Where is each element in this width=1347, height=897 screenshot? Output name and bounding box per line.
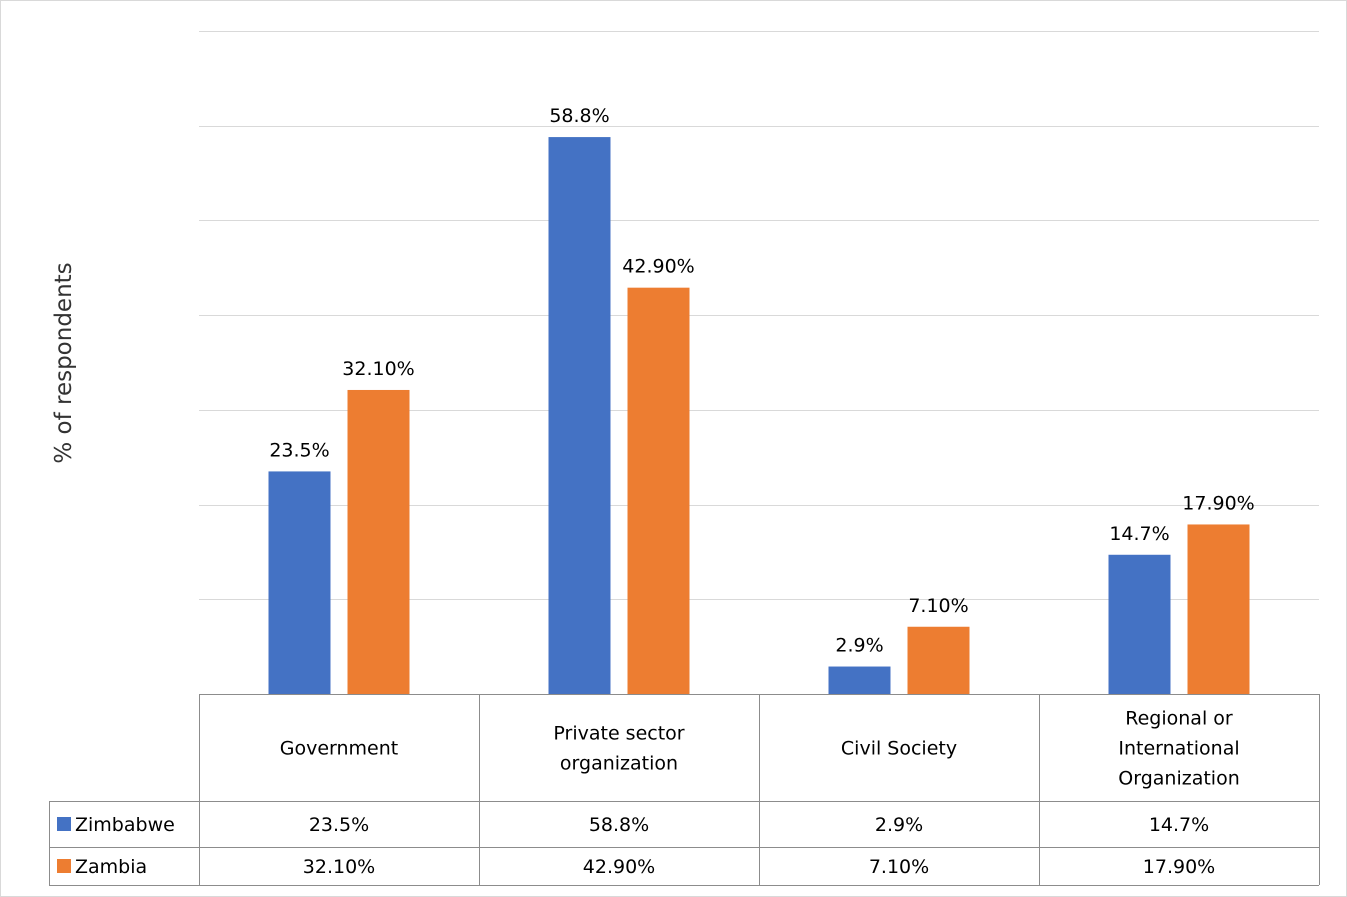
data-label-zimbabwe-0: 23.5% xyxy=(269,439,329,461)
category-label-line: organization xyxy=(560,753,678,775)
data-label-zambia-0: 32.10% xyxy=(342,358,414,380)
table-cell-zambia-1: 42.90% xyxy=(583,856,655,878)
table-cell-zambia-3: 17.90% xyxy=(1143,856,1215,878)
data-label-zambia-3: 17.90% xyxy=(1182,492,1254,514)
legend-label-zimbabwe: Zimbabwe xyxy=(75,814,175,836)
category-label-line: Regional or xyxy=(1125,708,1233,730)
category-label-line: International xyxy=(1118,738,1239,760)
table-cell-zimbabwe-2: 2.9% xyxy=(875,814,923,836)
category-label-line: Government xyxy=(280,738,399,760)
bar-zambia-2 xyxy=(907,626,970,694)
bar-zambia-1 xyxy=(627,287,690,694)
bar-zambia-0 xyxy=(347,389,410,694)
category-label-line: Organization xyxy=(1118,768,1239,790)
bar-zimbabwe-2 xyxy=(828,666,891,694)
legend-key-zimbabwe xyxy=(57,817,71,831)
category-label: Civil Society xyxy=(841,738,957,760)
data-labels: 23.5% 58.8% 2.9% 14.7% 32.10% 42.90% 7.10% 17.9… xyxy=(269,105,1254,656)
data-table: Government Private sector organization Civi… xyxy=(49,694,1320,886)
data-label-zimbabwe-3: 14.7% xyxy=(1109,523,1169,545)
bar-zambia-3 xyxy=(1187,524,1250,694)
table-cell-zimbabwe-1: 58.8% xyxy=(589,814,649,836)
legend-label-zambia: Zambia xyxy=(75,856,147,878)
y-axis-label: % of respondents xyxy=(51,262,77,463)
data-label-zimbabwe-2: 2.9% xyxy=(835,635,883,657)
category-label-line: Private sector xyxy=(553,723,684,745)
table-cell-zimbabwe-0: 23.5% xyxy=(309,814,369,836)
bars xyxy=(268,137,1250,694)
bar-zimbabwe-1 xyxy=(548,137,611,694)
table-cell-zambia-2: 7.10% xyxy=(869,856,929,878)
category-label: Regional or International Organization xyxy=(1118,708,1239,790)
data-label-zambia-1: 42.90% xyxy=(622,256,694,278)
bar-zimbabwe-0 xyxy=(268,471,331,694)
data-label-zimbabwe-1: 58.8% xyxy=(549,105,609,127)
table-cell-zambia-0: 32.10% xyxy=(303,856,375,878)
bar-zimbabwe-3 xyxy=(1108,554,1171,694)
table-cell-zimbabwe-3: 14.7% xyxy=(1149,814,1209,836)
category-label: Private sector organization xyxy=(553,723,684,775)
category-label-line: Civil Society xyxy=(841,738,957,760)
category-label: Government xyxy=(280,738,399,760)
legend-key-zambia xyxy=(57,859,71,873)
data-label-zambia-2: 7.10% xyxy=(908,595,968,617)
